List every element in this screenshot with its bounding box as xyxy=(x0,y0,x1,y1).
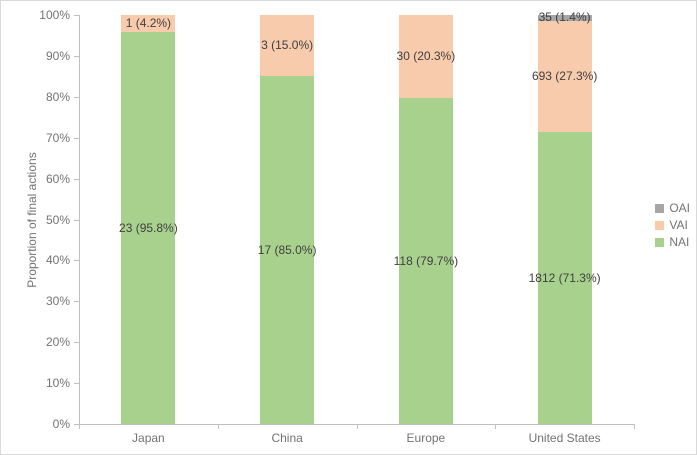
x-tick-mark xyxy=(495,424,497,429)
y-tick-label: 0% xyxy=(52,417,70,431)
x-tick-mark xyxy=(217,424,219,429)
bar-europe-segment-nai xyxy=(398,98,453,424)
y-tick-mark xyxy=(74,342,79,344)
y-tick-mark xyxy=(74,260,79,262)
y-tick-label: 70% xyxy=(45,130,70,145)
y-tick-label: 80% xyxy=(45,89,70,104)
bar-china-segment-vai xyxy=(260,15,315,77)
legend-swatch-nai xyxy=(655,237,665,247)
legend-label: OAI xyxy=(669,201,690,215)
x-axis-label-united-states: United States xyxy=(528,431,601,445)
y-tick-label: 20% xyxy=(45,335,70,350)
y-tick-label: 50% xyxy=(45,212,70,227)
bar-japan-segment-vai xyxy=(121,15,176,33)
bar-united-states-segment-nai xyxy=(537,132,592,424)
y-tick-label: 60% xyxy=(45,171,70,186)
y-tick-mark xyxy=(74,178,79,180)
legend: OAI VAI NAI xyxy=(655,202,690,253)
y-tick-mark xyxy=(74,424,79,425)
x-tick-mark xyxy=(356,424,358,429)
bar-japan-segment-nai xyxy=(121,32,176,424)
y-tick-label: 100% xyxy=(39,8,70,22)
legend-item-nai: NAI xyxy=(655,236,690,248)
legend-item-vai: VAI xyxy=(655,219,690,231)
y-tick-mark xyxy=(74,137,79,139)
y-axis-line xyxy=(79,15,80,424)
bar-europe-segment-vai xyxy=(398,15,453,99)
legend-swatch-oai xyxy=(655,203,665,213)
legend-item-oai: OAI xyxy=(655,202,690,214)
legend-label: NAI xyxy=(669,235,690,249)
y-tick-mark xyxy=(74,55,79,57)
legend-swatch-vai xyxy=(655,220,665,230)
x-tick-mark xyxy=(79,424,80,429)
y-tick-label: 40% xyxy=(45,253,70,268)
y-tick-label: 90% xyxy=(45,48,70,63)
y-tick-mark xyxy=(74,301,79,303)
x-axis-label-china: China xyxy=(271,431,303,445)
y-tick-mark xyxy=(74,15,79,16)
bar-united-states-segment-vai xyxy=(537,20,592,133)
y-tick-mark xyxy=(74,96,79,98)
y-tick-mark xyxy=(74,219,79,221)
bar-united-states-segment-oai xyxy=(537,15,592,21)
x-axis-label-europe: Europe xyxy=(406,431,446,445)
y-tick-label: 10% xyxy=(45,376,70,391)
x-tick-mark xyxy=(634,424,635,429)
x-axis-label-japan: Japan xyxy=(132,431,165,445)
y-tick-label: 30% xyxy=(45,294,70,309)
y-tick-mark xyxy=(74,383,79,385)
bar-china-segment-nai xyxy=(260,76,315,424)
legend-label: VAI xyxy=(669,218,688,232)
